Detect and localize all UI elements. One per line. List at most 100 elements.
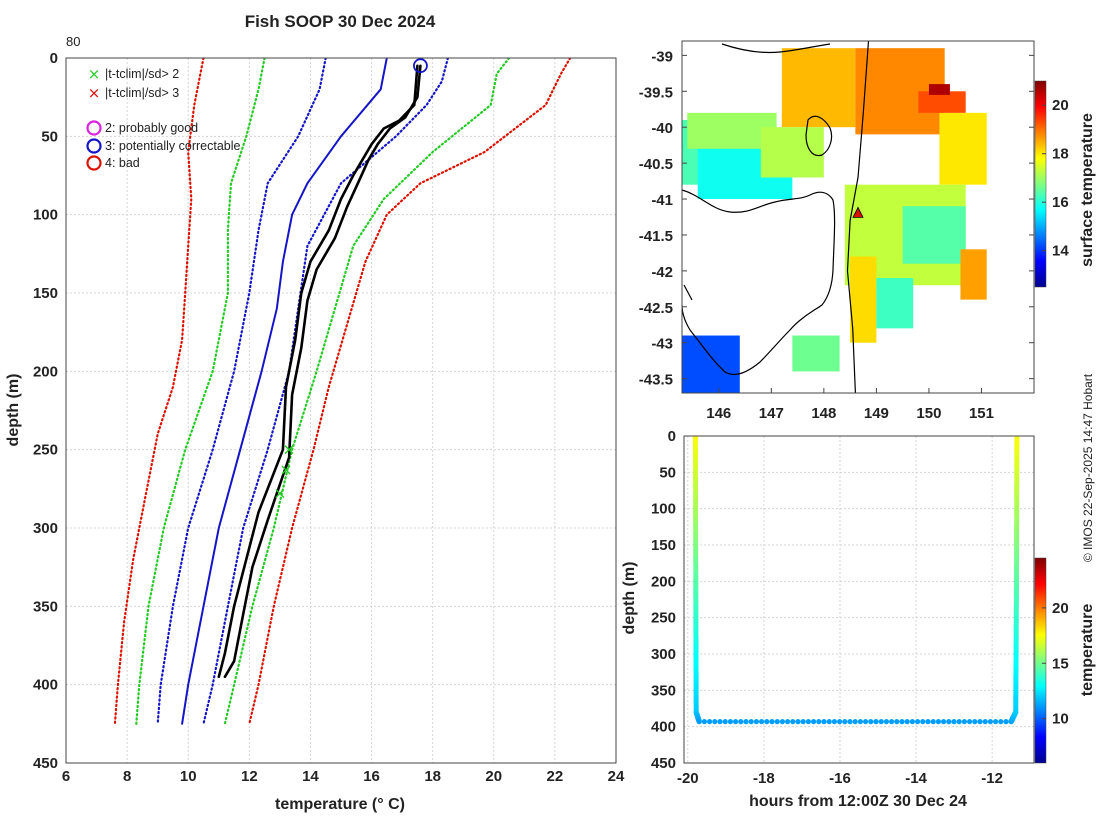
trajectory-y-tick-label: 350 xyxy=(651,682,676,699)
map-x-tick-label: 146 xyxy=(706,405,731,422)
king-island-coastline xyxy=(683,284,693,301)
trajectory-point xyxy=(701,719,708,725)
trajectory-point xyxy=(816,719,822,725)
trajectory-y-tick-label: 450 xyxy=(651,755,676,772)
trajectory-y-tick-label: 0 xyxy=(668,428,676,445)
temperature-colorbar-label: temperature xyxy=(1079,604,1096,697)
xbt-drop-marker xyxy=(852,206,864,218)
trajectory-point xyxy=(821,719,827,725)
trajectory-point xyxy=(795,719,801,725)
trajectory-point xyxy=(873,719,879,725)
sst-region-cell xyxy=(682,335,740,393)
profile-corner-label: 80 xyxy=(66,34,80,49)
profile-y-tick-label: 250 xyxy=(33,442,58,459)
trajectory-point xyxy=(769,719,775,725)
temperature-colorbar-tick-label: 10 xyxy=(1052,711,1069,728)
trajectory-x-tick-label: -14 xyxy=(905,770,927,787)
profile-x-tick-label: 12 xyxy=(241,768,258,785)
map-x-tick-label: 150 xyxy=(916,405,941,422)
trajectory-point xyxy=(868,719,874,725)
trajectory-point xyxy=(909,719,916,725)
trajectory-point xyxy=(998,719,1004,725)
trajectory-point xyxy=(993,719,999,725)
profile-series-line-8 xyxy=(223,64,422,679)
trajectory-y-tick-label: 150 xyxy=(651,537,676,554)
sst-region-cell xyxy=(876,278,914,329)
trajectory-y-tick-label: 100 xyxy=(651,501,676,518)
trajectory-x-tick-label: -12 xyxy=(981,770,1003,787)
trajectory-point xyxy=(904,719,910,725)
map-y-tick-label: -41.5 xyxy=(639,228,673,245)
profile-series-line-1 xyxy=(135,58,266,725)
profile-y-tick-label: 100 xyxy=(33,207,58,224)
sst-colorbar-label: surface temperature xyxy=(1079,113,1096,267)
sst-region-cell xyxy=(902,206,966,264)
trajectory-tick-labels: -20 -18 -16 -14 -12 0 50 100 150 200 250 300 350 400 4… xyxy=(651,428,1003,787)
profile-y-tick-label: 50 xyxy=(41,128,58,145)
trajectory-point xyxy=(920,719,926,725)
profile-flag-x-marker xyxy=(275,489,285,499)
trajectory-x-tick-label: -20 xyxy=(677,770,699,787)
trajectory-point xyxy=(857,719,864,725)
map-y-tick-label: -42.5 xyxy=(639,300,673,317)
map-y-tick-label: -43 xyxy=(651,336,673,353)
trajectory-point xyxy=(946,719,952,725)
sst-colorbar-tick-label: 14 xyxy=(1052,243,1069,260)
sst-colorbar-ticks: 14 16 18 20 xyxy=(1042,97,1069,260)
sst-colorbar-tick-label: 18 xyxy=(1052,146,1069,163)
temperature-profile-chart: 6 8 10 12 14 16 18 20 22 24 0 50 100 150 200 250 300 350 4… xyxy=(5,34,625,813)
trajectory-x-label: hours from 12:00Z 30 Dec 24 xyxy=(749,793,967,810)
trajectory-point xyxy=(925,719,931,725)
profile-x-tick-label: 6 xyxy=(62,768,70,785)
trajectory-point xyxy=(1014,436,1020,441)
trajectory-point xyxy=(889,719,895,725)
trajectory-point xyxy=(883,719,890,725)
trajectory-point xyxy=(717,719,723,725)
trajectory-point xyxy=(779,719,786,725)
profile-y-tick-label: 400 xyxy=(33,677,58,694)
sst-colorbar xyxy=(1034,80,1047,288)
flinders-island-coastline xyxy=(805,115,833,157)
profile-flag-x-marker xyxy=(284,445,294,455)
ship-track-line xyxy=(846,41,870,393)
coastline-group xyxy=(682,43,836,375)
profile-y-tick-label: 150 xyxy=(33,285,58,302)
trajectory-point xyxy=(712,719,718,725)
profile-x-tick-label: 8 xyxy=(123,768,131,785)
sst-region-cell xyxy=(918,91,966,113)
profile-series-line-6 xyxy=(248,58,572,725)
legend-bad-label: 4: bad xyxy=(105,156,140,170)
profile-x-tick-label: 10 xyxy=(180,768,197,785)
map-y-tick-label: -39 xyxy=(651,48,673,65)
trajectory-point xyxy=(930,719,936,725)
trajectory-point xyxy=(987,719,994,725)
legend-magenta-circle xyxy=(86,120,102,136)
profile-y-tick-label: 450 xyxy=(33,755,58,772)
trajectory-point xyxy=(707,719,713,725)
trajectory-point xyxy=(935,719,942,725)
sst-map-chart: 146 147 148 149 150 151 -39 -39.5 -40 -40.5 -41 -41… xyxy=(639,40,1096,422)
map-x-tick-label: 147 xyxy=(759,405,784,422)
trajectory-point xyxy=(733,719,739,725)
profile-legend: × |t-tclim|/sd> 2 × |t-tclim|/sd> 3 2: p… xyxy=(86,65,241,171)
profile-tick-labels: 6 8 10 12 14 16 18 20 22 24 0 50 100 150 200 250 300 350 4… xyxy=(33,50,625,785)
profile-y-tick-label: 300 xyxy=(33,520,58,537)
trajectory-y-label: depth (m) xyxy=(621,562,638,635)
temperature-colorbar-tick-label: 15 xyxy=(1052,655,1069,672)
ship-track-group xyxy=(846,41,870,393)
trajectory-point xyxy=(800,719,806,725)
map-y-tick-label: -42 xyxy=(651,264,673,281)
sst-region-cell xyxy=(792,335,840,372)
temperature-colorbar xyxy=(1034,557,1047,764)
trajectory-point xyxy=(738,719,744,725)
map-y-tick-label: -39.5 xyxy=(639,84,673,101)
map-axes-box xyxy=(681,40,1035,394)
trajectory-gridlines xyxy=(684,435,1034,764)
profile-x-tick-label: 20 xyxy=(485,768,502,785)
trajectory-y-tick-label: 50 xyxy=(659,464,676,481)
trajectory-point xyxy=(826,719,832,725)
map-y-tick-label: -41 xyxy=(651,192,673,209)
profile-y-label: depth (m) xyxy=(5,374,22,447)
